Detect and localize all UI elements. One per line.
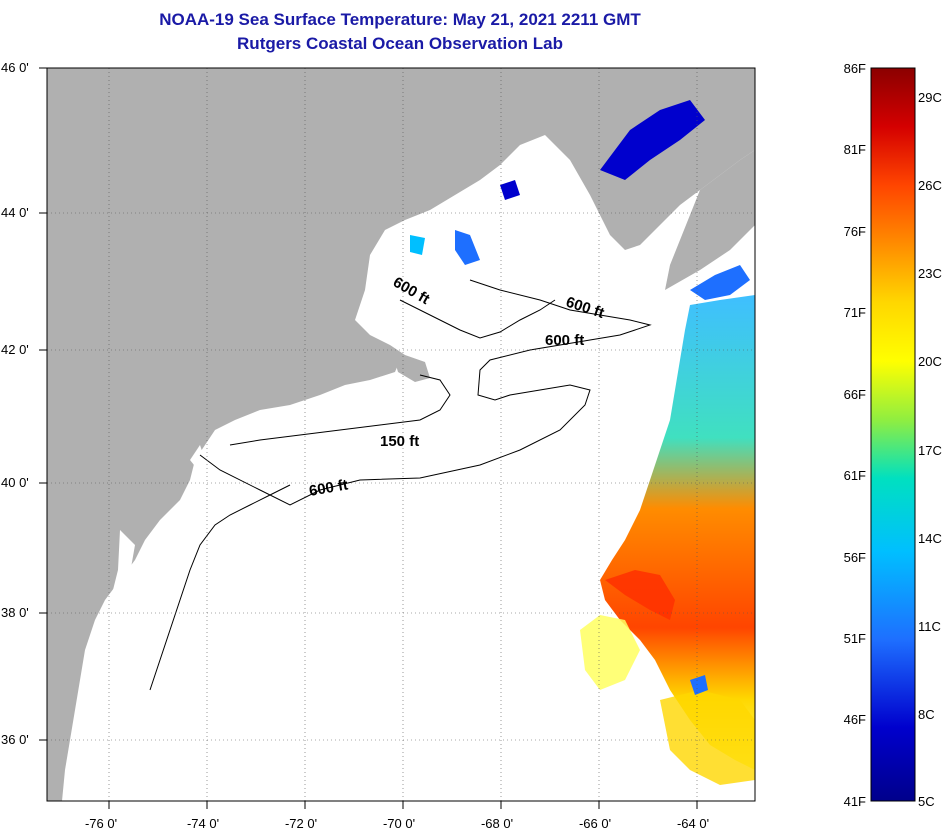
contour-600ft-outer [199,279,652,506]
lon-label: -66 0' [579,816,611,831]
colorbar-f-label: 51F [844,631,866,646]
lat-label: 36 0' [1,732,29,747]
contour-label: 150 ft [380,433,419,450]
lat-label: 42 0' [1,342,29,357]
colorbar-c-label: 20C [918,354,942,369]
colorbar-f-label: 66F [844,387,866,402]
colorbar-f-label: 41F [844,794,866,809]
lat-label: 46 0' [1,60,29,75]
colorbar-c-label: 26C [918,178,942,193]
land-northeast [47,68,755,801]
colorbar-c-label: 17C [918,443,942,458]
contour-label: 600 ft [545,332,584,349]
lon-label: -72 0' [285,816,317,831]
land-nova-scotia [665,150,755,290]
map-title: NOAA-19 Sea Surface Temperature: May 21,… [159,10,641,29]
colorbar-c-label: 29C [918,90,942,105]
colorbar-f-label: 76F [844,224,866,239]
axis-ticks [39,67,698,809]
lon-label: -74 0' [187,816,219,831]
contour-label: 600 ft [308,476,350,500]
colorbar-c-label: 11C [918,619,941,634]
colorbar-c-label: 8C [918,707,935,722]
contour-150ft [229,374,451,446]
sst-warm-tongue [605,570,675,620]
lat-label: 40 0' [1,475,29,490]
land-cape-cod [390,345,430,382]
colorbar-c-label: 14C [918,531,942,546]
lat-label: 38 0' [1,605,29,620]
lon-label: -68 0' [481,816,513,831]
sst-cool-band [600,100,705,180]
sst-gulf-stream [600,295,755,770]
colorbar-f-label: 61F [844,468,866,483]
lon-label: -70 0' [383,816,415,831]
map-subtitle: Rutgers Coastal Ocean Observation Lab [237,34,563,53]
contour-shelf [149,484,291,691]
colorbar-f-label: 86F [844,61,866,76]
colorbar [870,67,916,802]
colorbar-f-label: 56F [844,550,866,565]
colorbar-f-label: 71F [844,305,866,320]
lon-label: -76 0' [85,816,117,831]
colorbar-c-label: 23C [918,266,942,281]
colorbar-f-label: 46F [844,712,866,727]
lon-label: -64 0' [677,816,709,831]
lat-label: 44 0' [1,205,29,220]
colorbar-f-label: 81F [844,142,866,157]
colorbar-c-label: 5C [918,794,935,809]
